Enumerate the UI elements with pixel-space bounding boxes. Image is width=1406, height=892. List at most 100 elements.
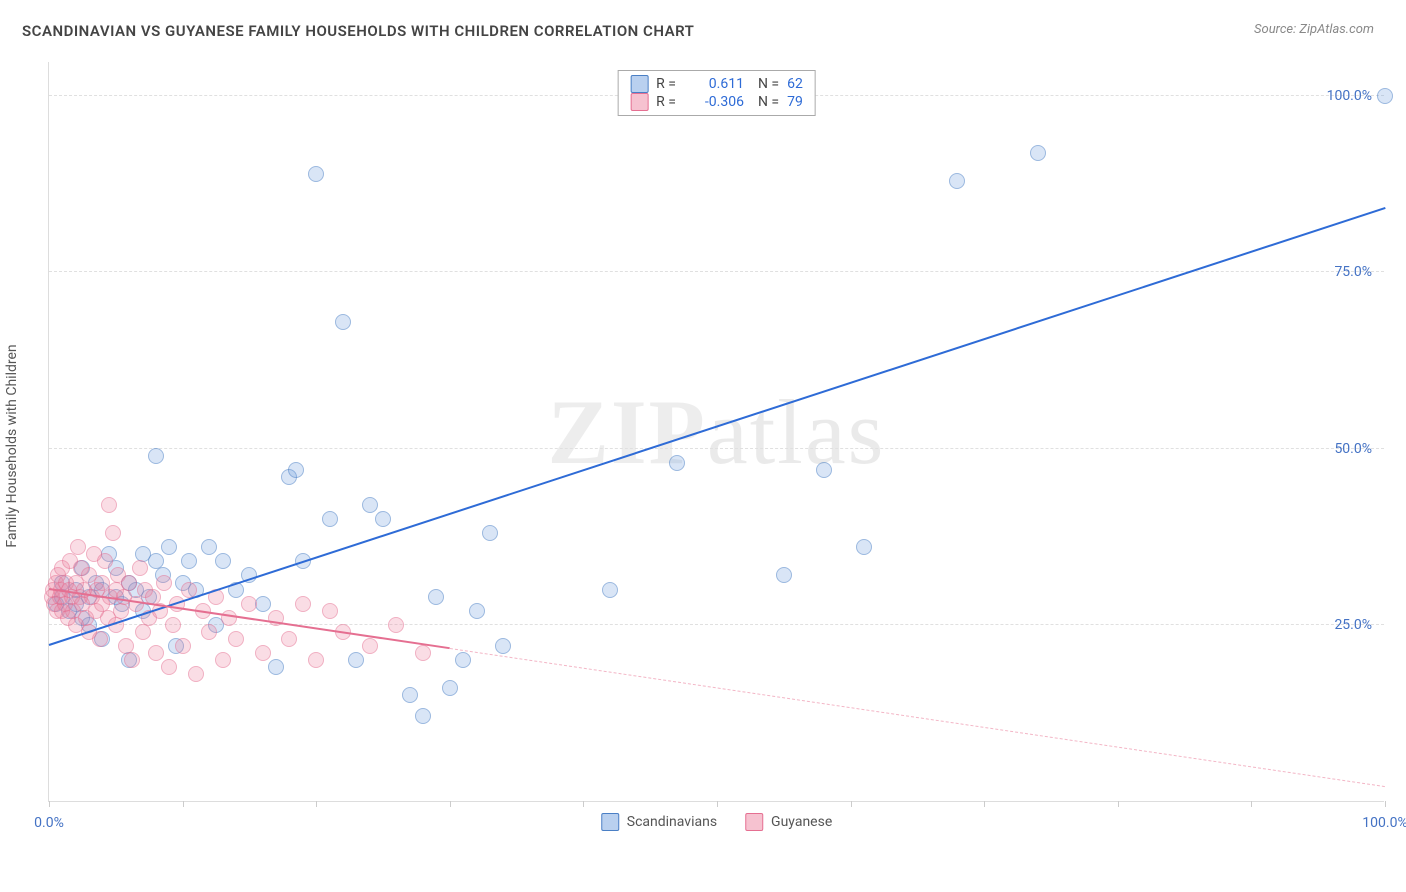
y-tick-label: 75.0% [1334,264,1372,280]
legend-label-scandinavians: Scandinavians [627,814,717,830]
scatter-point [201,624,217,640]
scatter-point [70,539,86,555]
scatter-point [856,539,872,555]
chart-title: SCANDINAVIAN VS GUYANESE FAMILY HOUSEHOL… [22,22,694,40]
swatch-guyanese [630,93,648,111]
scatter-point [105,525,121,541]
x-tick [450,801,451,807]
gridline [49,448,1384,449]
scatter-point [335,314,351,330]
r-label: R = [656,76,676,92]
scatter-point [442,680,458,696]
scatter-point [375,511,391,527]
scatter-point [602,582,618,598]
n-label: N = [758,94,779,110]
trendline [450,648,1385,787]
scatter-point [322,511,338,527]
scatter-point [268,659,284,675]
y-tick-label: 25.0% [1334,617,1372,633]
x-tick [984,801,985,807]
scatter-point [322,603,338,619]
r-value-scandinavians: 0.611 [684,76,744,92]
scatter-point [165,617,181,633]
scatter-point [201,539,217,555]
scatter-point [101,497,117,513]
swatch-scandinavians [601,813,619,831]
scatter-point [156,575,172,591]
scatter-point [415,708,431,724]
legend-item-guyanese: Guyanese [745,813,832,831]
scatter-point [669,455,685,471]
legend-label-guyanese: Guyanese [771,814,832,830]
x-tick-label: 0.0% [34,815,64,831]
watermark: ZIPatlas [548,379,886,485]
scatter-point [482,525,498,541]
x-tick [49,801,50,807]
n-value-scandinavians: 62 [787,76,803,92]
scatter-point [816,462,832,478]
swatch-scandinavians [630,75,648,93]
scatter-point [97,553,113,569]
x-tick [1251,801,1252,807]
scatter-point [181,553,197,569]
series-legend: Scandinavians Guyanese [601,813,833,831]
x-tick [851,801,852,807]
scatter-point [295,596,311,612]
scatter-point [428,589,444,605]
scatter-point [241,596,257,612]
r-label: R = [656,94,676,110]
x-tick [316,801,317,807]
scatter-point [228,631,244,647]
swatch-guyanese [745,813,763,831]
y-tick-label: 50.0% [1334,441,1372,457]
scatter-point [362,497,378,513]
y-axis-label: Family Households with Children [4,344,20,547]
scatter-point [348,652,364,668]
correlation-legend: R = 0.611 N = 62 R = -0.306 N = 79 [617,70,816,116]
scatter-point [188,666,204,682]
scatter-point [308,166,324,182]
source-attribution: Source: ZipAtlas.com [1254,22,1374,37]
trendline [49,207,1386,646]
scatter-point [92,631,108,647]
scatter-point [148,448,164,464]
scatter-point [221,610,237,626]
x-tick-label: 100.0% [1362,815,1406,831]
scatter-point [288,462,304,478]
scatter-plot: R = 0.611 N = 62 R = -0.306 N = 79 ZIPat… [48,62,1384,802]
scatter-point [255,645,271,661]
scatter-point [776,567,792,583]
scatter-point [121,575,137,591]
scatter-point [1377,88,1393,104]
r-value-guyanese: -0.306 [684,94,744,110]
scatter-point [132,560,148,576]
scatter-point [135,624,151,640]
scatter-point [469,603,485,619]
x-tick [583,801,584,807]
scatter-point [175,638,191,654]
gridline [49,624,1384,625]
scatter-point [161,659,177,675]
scatter-point [388,617,404,633]
scatter-point [215,652,231,668]
scatter-point [949,173,965,189]
scatter-point [308,652,324,668]
scatter-point [362,638,378,654]
y-tick-label: 100.0% [1327,88,1372,104]
scatter-point [1030,145,1046,161]
scatter-point [124,652,140,668]
scatter-point [455,652,471,668]
scatter-point [215,553,231,569]
n-label: N = [758,76,779,92]
n-value-guyanese: 79 [787,94,803,110]
legend-row-scandinavians: R = 0.611 N = 62 [630,75,803,93]
legend-row-guyanese: R = -0.306 N = 79 [630,93,803,111]
scatter-point [402,687,418,703]
x-tick [1385,801,1386,807]
legend-item-scandinavians: Scandinavians [601,813,717,831]
x-tick [183,801,184,807]
scatter-point [415,645,431,661]
x-tick [1118,801,1119,807]
scatter-point [161,539,177,555]
scatter-point [113,603,129,619]
